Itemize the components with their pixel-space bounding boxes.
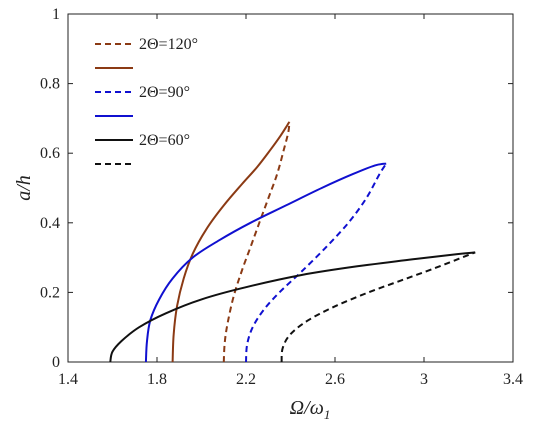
series-line-4	[245, 163, 388, 363]
series-layer	[109, 121, 476, 363]
x-axis-label: Ω/ω1	[290, 397, 331, 422]
x-tick-label: 2.2	[236, 371, 256, 388]
y-tick-label: 0.4	[40, 215, 60, 232]
y-tick-label: 1	[52, 6, 60, 23]
x-tick-label: 2.6	[325, 371, 345, 388]
y-tick-label: 0.6	[40, 145, 60, 162]
x-axis-label-subscript: 1	[324, 407, 331, 422]
x-tick-label: 1.4	[58, 371, 78, 388]
series-line-6	[280, 251, 476, 363]
x-tick-label: 3	[420, 371, 428, 388]
x-tick-label: 1.8	[147, 371, 167, 388]
legend: 2Θ=120° 2Θ=90° 2Θ=60°	[95, 36, 198, 165]
legend-label: 2Θ=120°	[139, 36, 198, 53]
y-tick-label: 0	[52, 354, 60, 371]
series-line-3	[144, 162, 387, 363]
x-axis-label-main: Ω/ω	[290, 397, 324, 419]
plot-border	[67, 13, 514, 363]
y-tick-label: 0.8	[40, 76, 60, 93]
y-tick-label: 0.2	[40, 284, 60, 301]
series-line-1	[171, 121, 291, 363]
legend-label: 2Θ=90°	[139, 84, 190, 101]
ticks-layer: 1.4 1.8 2.2 2.6 3 3.4 0 0.2 0.4 0.6 0.8 1	[40, 6, 523, 388]
series-line-2	[222, 121, 291, 363]
x-tick-label: 3.4	[503, 371, 523, 388]
legend-label: 2Θ=60°	[139, 132, 190, 149]
y-axis-label: a/h	[13, 175, 35, 201]
series-line-5	[109, 251, 476, 363]
plot-frame	[67, 13, 514, 363]
